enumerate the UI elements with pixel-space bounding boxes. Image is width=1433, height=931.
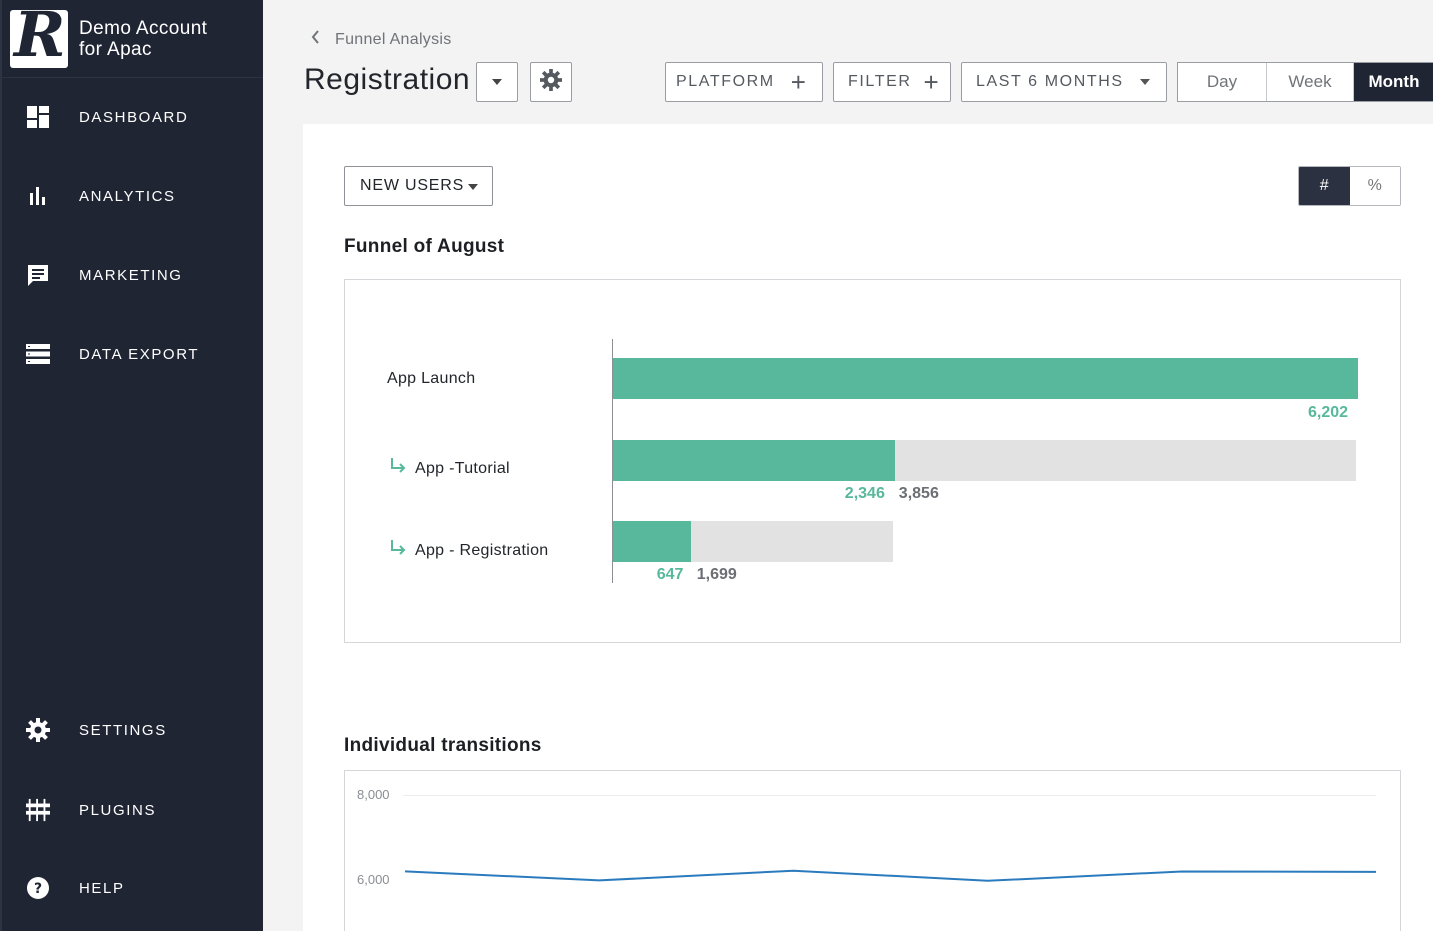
funnel-step-label: App -Tutorial — [389, 457, 510, 480]
breadcrumb[interactable]: Funnel Analysis — [311, 30, 452, 49]
sidebar-item-dashboard[interactable]: DASHBOARD — [4, 97, 263, 137]
plus-icon: + — [790, 67, 808, 97]
funnel-axis — [612, 339, 613, 583]
funnel-bar-converted[interactable] — [613, 521, 691, 562]
data-label: 2,346 — [844, 485, 885, 502]
dashboard-icon — [26, 105, 50, 129]
data-label: 6,202 — [1308, 404, 1349, 421]
caret-down-icon — [1139, 79, 1150, 85]
account-header[interactable]: R Demo Account for Apac — [2, 0, 263, 78]
funnel-title: Funnel of August — [344, 236, 505, 257]
granularity-week[interactable]: Week — [1267, 63, 1354, 101]
funnel-settings-button[interactable] — [530, 62, 572, 102]
platform-button[interactable]: PLATFORM + — [665, 62, 823, 102]
sidebar: R Demo Account for Apac DASHBOARD ANALYT… — [0, 0, 263, 931]
gridline — [403, 795, 1376, 796]
sidebar-item-analytics[interactable]: ANALYTICS — [4, 176, 263, 216]
subdirectory-arrow-icon — [389, 457, 407, 480]
date-range-dropdown[interactable]: LAST 6 MONTHS — [961, 62, 1167, 102]
subdirectory-arrow-icon — [389, 539, 407, 562]
funnel-chart: App Launch App -Tutorial App - Registrat… — [344, 279, 1401, 643]
sidebar-item-help[interactable]: ? HELP — [4, 868, 263, 908]
granularity-day[interactable]: Day — [1178, 63, 1267, 101]
page-title: Registration — [304, 63, 471, 96]
gear-icon — [540, 68, 562, 96]
filter-button[interactable]: FILTER + — [833, 62, 951, 102]
sidebar-item-plugins[interactable]: PLUGINS — [4, 790, 263, 830]
sidebar-item-marketing[interactable]: MARKETING — [4, 255, 263, 295]
server-icon — [26, 342, 50, 366]
toggle-percent[interactable]: % — [1349, 167, 1400, 205]
series-line — [404, 869, 1377, 882]
transitions-chart: 8,000 6,000 — [344, 770, 1401, 931]
toggle-count[interactable]: # — [1299, 167, 1350, 205]
sidebar-item-settings[interactable]: SETTINGS — [4, 710, 263, 750]
plugins-icon — [26, 798, 50, 822]
main-panel: NEW USERS # % Funnel of August App Launc… — [303, 124, 1433, 931]
bar-chart-icon — [26, 184, 50, 208]
data-label: 1,699 — [696, 566, 737, 583]
chevron-left-icon — [311, 30, 320, 49]
caret-down-icon — [492, 79, 502, 85]
granularity-month[interactable]: Month — [1354, 63, 1433, 101]
help-icon: ? — [26, 876, 50, 900]
transition-line-plot — [404, 869, 1377, 882]
tick-label: 6,000 — [357, 872, 390, 887]
funnel-bar-converted[interactable] — [613, 358, 1358, 399]
metric-dropdown[interactable]: NEW USERS — [344, 166, 493, 206]
tick-label: 8,000 — [357, 787, 390, 802]
funnel-step-label: App - Registration — [389, 539, 548, 562]
gear-icon — [26, 718, 50, 742]
title-dropdown-button[interactable] — [476, 62, 518, 102]
caret-down-icon — [468, 184, 478, 190]
granularity-selector: Day Week Month — [1177, 62, 1433, 102]
funnel-step-label: App Launch — [387, 370, 476, 387]
sidebar-item-data-export[interactable]: DATA EXPORT — [4, 334, 263, 374]
funnel-bar-converted[interactable] — [613, 440, 895, 481]
brand-logo: R — [10, 9, 68, 68]
account-name: Demo Account for Apac — [79, 17, 208, 60]
data-label: 3,856 — [898, 485, 939, 502]
plus-icon: + — [923, 67, 941, 97]
svg-text:?: ? — [34, 881, 42, 897]
transitions-title: Individual transitions — [344, 735, 542, 756]
data-label: 647 — [656, 566, 684, 583]
message-icon — [26, 263, 50, 287]
value-mode-toggle: # % — [1298, 166, 1401, 206]
